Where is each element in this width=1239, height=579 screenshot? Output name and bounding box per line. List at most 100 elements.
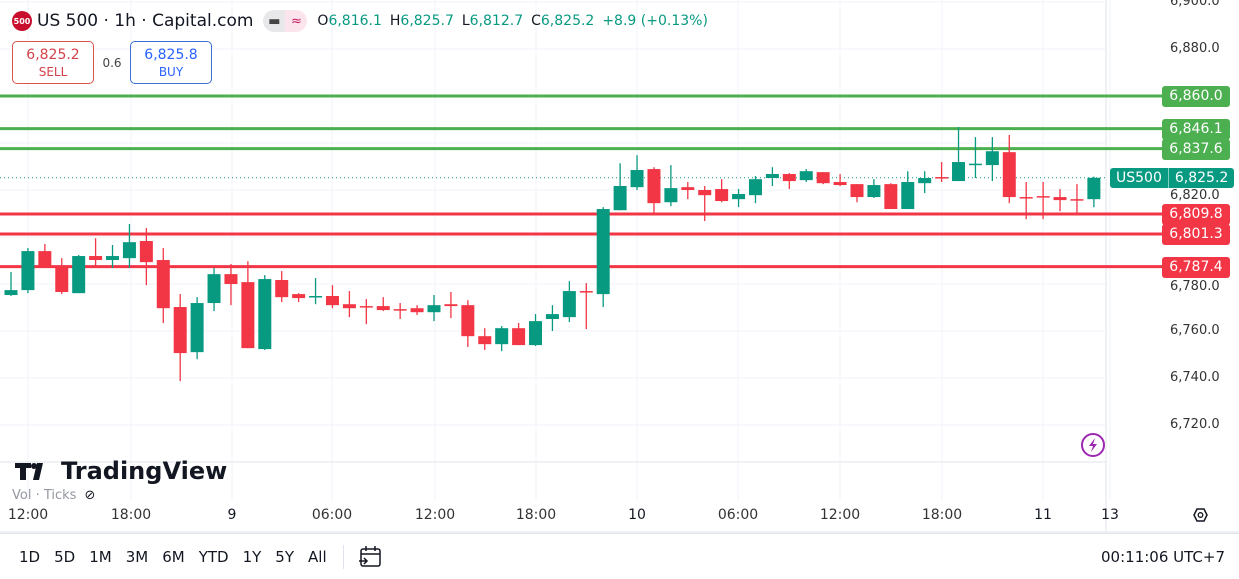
candle[interactable] xyxy=(122,224,136,269)
candle[interactable] xyxy=(748,176,762,204)
candle-body xyxy=(241,282,255,349)
candle[interactable] xyxy=(884,183,898,210)
range-button-6m[interactable]: 6M xyxy=(162,547,185,566)
candle[interactable] xyxy=(495,326,509,352)
candle[interactable] xyxy=(427,295,441,322)
candle-body xyxy=(258,279,272,350)
sell-button[interactable]: 6,825.2 SELL xyxy=(12,41,94,84)
range-button-5y[interactable]: 5Y xyxy=(275,547,295,566)
candle-body xyxy=(748,179,762,196)
candle[interactable] xyxy=(765,167,779,187)
legend-toggles[interactable]: ▬ ≈ xyxy=(263,10,308,32)
candle[interactable] xyxy=(38,244,52,267)
candle-body xyxy=(647,169,661,204)
candle[interactable] xyxy=(1070,184,1084,216)
candle[interactable] xyxy=(156,248,170,324)
candle[interactable] xyxy=(224,264,238,306)
candle[interactable] xyxy=(529,314,543,347)
candle[interactable] xyxy=(545,305,559,331)
candle[interactable] xyxy=(579,283,593,330)
tradingview-logo[interactable]: TradingView xyxy=(15,458,227,484)
candle[interactable] xyxy=(698,186,712,222)
candle[interactable] xyxy=(1053,189,1067,212)
high-value: 6,825.7 xyxy=(400,13,454,29)
minus-icon[interactable]: ▬ xyxy=(263,10,286,32)
candle[interactable] xyxy=(952,127,966,182)
candle[interactable] xyxy=(630,155,644,190)
candle[interactable] xyxy=(1036,182,1050,220)
range-button-3m[interactable]: 3M xyxy=(125,547,149,566)
candle[interactable] xyxy=(325,285,339,309)
candle[interactable] xyxy=(292,293,306,303)
candle[interactable] xyxy=(359,299,373,325)
clock-timezone[interactable]: 00:11:06 UTC+7 xyxy=(1101,547,1225,566)
candle-body xyxy=(325,295,339,306)
candle[interactable] xyxy=(867,179,881,198)
candle[interactable] xyxy=(444,291,458,319)
candle[interactable] xyxy=(647,167,661,216)
candle[interactable] xyxy=(613,163,627,211)
candle[interactable] xyxy=(21,248,35,294)
candle[interactable] xyxy=(512,323,526,346)
candle[interactable] xyxy=(258,275,272,351)
candle[interactable] xyxy=(207,268,221,312)
candle[interactable] xyxy=(816,172,830,185)
time-tick-label: 12:00 xyxy=(414,507,456,523)
candle[interactable] xyxy=(173,294,187,382)
candle[interactable] xyxy=(935,162,949,183)
candle[interactable] xyxy=(833,174,847,187)
candle[interactable] xyxy=(275,271,289,303)
candle[interactable] xyxy=(1087,176,1101,208)
candle[interactable] xyxy=(596,207,610,308)
candle[interactable] xyxy=(190,297,204,360)
candle[interactable] xyxy=(850,184,864,203)
calendar-goto-icon[interactable] xyxy=(358,544,384,570)
candle[interactable] xyxy=(681,182,695,200)
symbol-title[interactable]: US 500 · 1h · Capital.com xyxy=(37,11,254,31)
volume-legend[interactable]: Vol · Ticks ⊘ xyxy=(12,488,95,504)
candle-body xyxy=(952,162,966,182)
time-tick-label: 10 xyxy=(628,507,646,523)
range-button-1y[interactable]: 1Y xyxy=(242,547,262,566)
change-value: +8.9 (+0.13%) xyxy=(602,13,708,29)
candle[interactable] xyxy=(478,328,492,351)
candle[interactable] xyxy=(1019,182,1033,220)
candle[interactable] xyxy=(410,305,424,316)
range-button-1m[interactable]: 1M xyxy=(89,547,112,566)
candle[interactable] xyxy=(461,300,475,347)
range-button-5d[interactable]: 5D xyxy=(54,547,76,566)
candle[interactable] xyxy=(139,228,153,286)
candle[interactable] xyxy=(4,272,18,296)
candle[interactable] xyxy=(562,281,576,323)
eye-hidden-icon[interactable]: ⊘ xyxy=(84,488,96,503)
candle[interactable] xyxy=(55,258,69,295)
range-button-all[interactable]: All xyxy=(308,547,327,566)
candle[interactable] xyxy=(968,137,982,179)
candle[interactable] xyxy=(901,171,915,210)
candle[interactable] xyxy=(985,137,999,182)
candle[interactable] xyxy=(1002,135,1016,204)
candle[interactable] xyxy=(72,255,86,294)
candle[interactable] xyxy=(342,291,356,318)
candle[interactable] xyxy=(664,165,678,207)
lightning-icon[interactable] xyxy=(1081,433,1105,457)
buy-button[interactable]: 6,825.8 BUY xyxy=(130,41,212,84)
candle[interactable] xyxy=(393,303,407,320)
price-chart[interactable] xyxy=(0,0,1239,533)
range-button-1d[interactable]: 1D xyxy=(19,547,41,566)
candle[interactable] xyxy=(376,297,390,312)
candle[interactable] xyxy=(918,171,932,194)
approx-icon[interactable]: ≈ xyxy=(285,10,308,32)
candle[interactable] xyxy=(89,238,103,269)
candle[interactable] xyxy=(309,278,323,305)
candle[interactable] xyxy=(106,244,120,269)
level-price-label: 6,837.6 xyxy=(1162,138,1230,160)
settings-icon[interactable] xyxy=(1193,508,1208,522)
candle[interactable] xyxy=(799,169,813,183)
candle[interactable] xyxy=(732,189,746,208)
candle[interactable] xyxy=(715,179,729,203)
candle[interactable] xyxy=(782,173,796,190)
candle[interactable] xyxy=(241,261,255,349)
time-tick-label: 18:00 xyxy=(515,507,557,523)
range-button-ytd[interactable]: YTD xyxy=(198,547,229,566)
